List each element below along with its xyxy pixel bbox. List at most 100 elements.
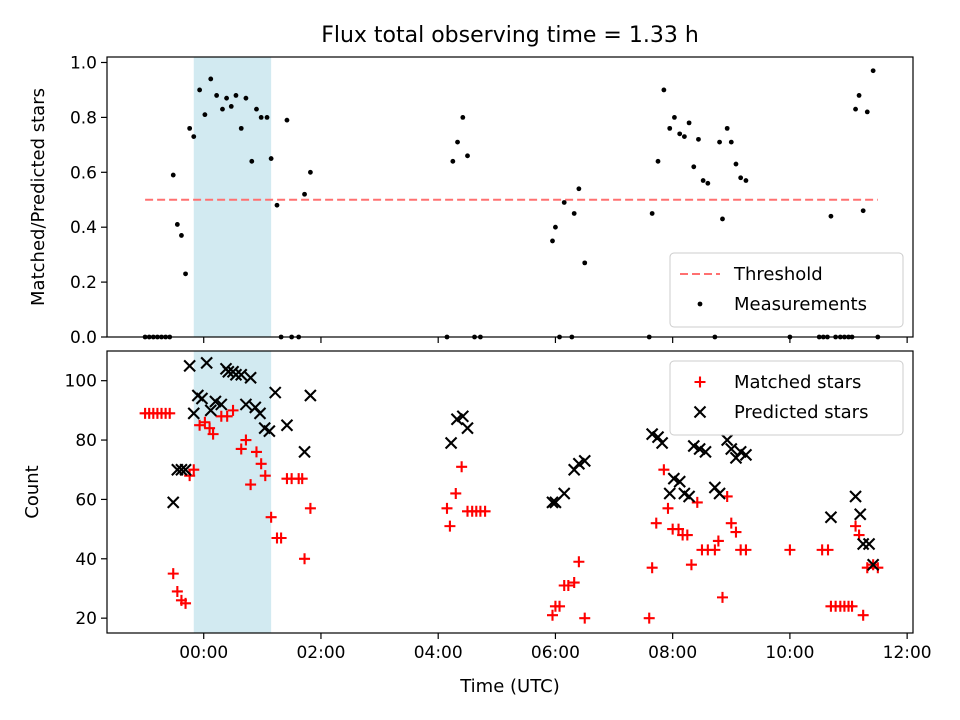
data-point [264, 114, 270, 120]
data-point [571, 211, 577, 216]
data-point [733, 161, 739, 167]
data-point [258, 114, 264, 120]
legend-box [669, 252, 904, 328]
data-point [296, 473, 308, 485]
data-point [229, 368, 243, 381]
y-tick-label: 1.0 [70, 53, 97, 73]
data-point [461, 421, 474, 435]
data-point [724, 125, 730, 131]
data-point [197, 87, 203, 93]
data-point [720, 216, 725, 222]
data-point [187, 407, 200, 420]
data-point [456, 461, 468, 473]
data-point [238, 125, 244, 131]
data-point [686, 120, 692, 126]
data-point [220, 106, 225, 112]
data-point [828, 213, 834, 219]
data-point [554, 600, 566, 612]
data-point [240, 434, 252, 446]
data-point [822, 544, 834, 556]
bottom-y-axis-label: Count [22, 465, 43, 518]
data-point [550, 238, 555, 244]
data-point [705, 180, 711, 186]
data-point [643, 612, 655, 624]
data-point [214, 93, 220, 98]
data-point [846, 600, 858, 612]
x-tick-label: 10:00 [765, 643, 814, 663]
data-point [274, 202, 280, 208]
data-point [304, 502, 316, 514]
data-point [166, 496, 180, 509]
data-point [202, 112, 208, 118]
data-point [645, 427, 659, 441]
legend: Threshold Measurements [669, 252, 904, 328]
data-point [646, 562, 658, 574]
data-point [849, 490, 862, 503]
data-point [465, 153, 470, 159]
data-point [667, 125, 673, 131]
data-point [853, 106, 858, 112]
data-point [239, 398, 253, 411]
data-point [663, 487, 676, 500]
data-point [699, 445, 712, 459]
data-point [204, 422, 216, 434]
y-tick-label: 0.2 [70, 273, 97, 293]
data-point [546, 496, 559, 509]
x-axis-label: Time (UTC) [459, 676, 560, 697]
data-point [696, 136, 701, 142]
data-point [255, 458, 267, 470]
data-point [187, 125, 193, 131]
data-point [650, 517, 662, 529]
data-point [183, 359, 196, 373]
data-point [280, 418, 294, 432]
data-point [713, 487, 726, 500]
data-point [304, 389, 317, 402]
data-point [857, 609, 869, 621]
y-tick-label: 0.8 [70, 108, 97, 128]
data-point [227, 404, 239, 416]
data-point [568, 577, 580, 589]
data-point [673, 475, 686, 488]
data-point [655, 158, 661, 164]
data-point [195, 392, 209, 405]
legend-box [669, 360, 904, 436]
y-tick-label: 20 [75, 609, 97, 629]
data-point [183, 271, 188, 277]
data-point [693, 442, 706, 456]
data-point [743, 178, 749, 183]
y-tick-label: 100 [65, 372, 97, 392]
data-point [455, 139, 460, 145]
data-point [651, 430, 665, 444]
data-point [709, 544, 721, 556]
data-point [856, 93, 862, 98]
data-point [655, 436, 669, 450]
data-point [864, 109, 870, 115]
data-point [860, 208, 866, 214]
data-point [174, 222, 180, 227]
data-point [265, 511, 277, 523]
legend-label: Measurements [734, 294, 867, 315]
data-point [562, 580, 574, 592]
series-measurements [142, 68, 881, 340]
data-point [691, 164, 697, 170]
data-point [582, 260, 588, 266]
data-point [728, 139, 734, 145]
data-point [730, 526, 742, 538]
data-point [479, 505, 491, 517]
plot-frame [106, 350, 914, 634]
chart-title: Flux total observing time = 1.33 h [321, 23, 699, 48]
data-point [578, 454, 591, 468]
data-point [302, 191, 307, 197]
data-point [167, 568, 179, 580]
data-point [460, 114, 466, 120]
y-tick-label: 0.4 [70, 218, 97, 238]
data-point [700, 178, 706, 183]
data-point [175, 463, 188, 476]
legend-label: Threshold [733, 264, 823, 285]
data-point [687, 439, 701, 453]
y-tick-label: 0.0 [70, 328, 97, 348]
data-point [233, 93, 239, 98]
x-tick-label: 00:00 [179, 643, 228, 663]
data-point [546, 609, 558, 621]
